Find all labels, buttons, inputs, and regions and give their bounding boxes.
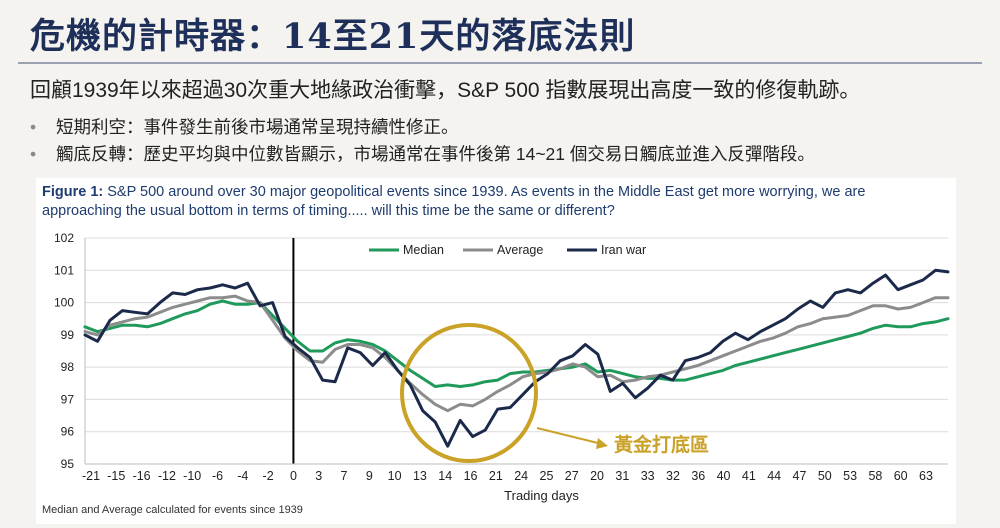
- x-tick-label: 25: [540, 469, 554, 483]
- x-tick-label: -12: [158, 469, 176, 483]
- chart-legend: Median Average Iran war: [369, 243, 646, 257]
- title-divider: [18, 62, 982, 64]
- figure-footnote: Median and Average calculated for events…: [42, 504, 303, 516]
- series-line-iran-war: [83, 268, 950, 448]
- slide-title: 危機的計時器：14至21天的落底法則: [30, 16, 636, 57]
- bullet-list: • 短期利空：事件發生前後市場通常呈現持續性修正。 • 觸底反轉：歷史平均與中位數皆…: [30, 114, 815, 168]
- bullet-dot-icon: •: [30, 144, 37, 164]
- x-tick-label: 7: [341, 469, 348, 483]
- y-tick-label: 98: [61, 360, 75, 374]
- x-tick-label: 9: [366, 469, 373, 483]
- x-tick-label: -21: [82, 469, 100, 483]
- figure-caption-text: S&P 500 around over 30 major geopolitica…: [42, 184, 866, 219]
- x-tick-label: 14: [438, 469, 452, 483]
- y-tick-label: 101: [54, 263, 74, 277]
- x-tick-label: 32: [666, 469, 680, 483]
- legend-label: Median: [403, 243, 444, 257]
- bullet-item: • 觸底反轉：歷史平均與中位數皆顯示，市場通常在事件後第 14~21 個交易日觸底…: [30, 141, 815, 168]
- bullet-dot-icon: •: [30, 117, 37, 137]
- y-tick-label: 100: [54, 296, 74, 310]
- figure-panel: Figure 1: S&P 500 around over 30 major g…: [36, 178, 956, 524]
- bottom-annotation: 黃金打底區: [400, 323, 709, 463]
- arrow-head-icon: [596, 438, 608, 449]
- series-line-average: [83, 294, 950, 413]
- x-tick-label: 13: [413, 469, 427, 483]
- x-tick-label: 3: [315, 469, 322, 483]
- x-tick-label: -10: [183, 469, 201, 483]
- x-tick-label: 63: [919, 469, 933, 483]
- x-tick-label: -16: [133, 469, 151, 483]
- series-line-median: [83, 299, 950, 388]
- x-axis: -21 -15 -16 -12 -10 -6 -4 -2 0 3 7 9 10 13 14 16 21 24 25 2…: [82, 463, 948, 503]
- x-tick-label: 44: [767, 469, 781, 483]
- y-axis: 95 96 97 98 99 100 101 102: [54, 231, 86, 471]
- bullet-text: 短期利空：事件發生前後市場通常呈現持續性修正。: [56, 117, 459, 137]
- bullet-item: • 短期利空：事件發生前後市場通常呈現持續性修正。: [30, 114, 815, 141]
- x-tick-label: 53: [843, 469, 857, 483]
- series-lines: [83, 268, 950, 448]
- figure-caption: Figure 1: S&P 500 around over 30 major g…: [42, 183, 947, 221]
- x-tick-label: 40: [717, 469, 731, 483]
- figure-caption-label: Figure 1:: [42, 184, 104, 200]
- legend-label: Iran war: [601, 243, 646, 257]
- chart-grid: [85, 237, 948, 465]
- x-tick-label: 24: [514, 469, 528, 483]
- lead-text: 回顧1939年以來超過30次重大地緣政治衝擊，S&P 500 指數展現出高度一致…: [30, 79, 861, 102]
- bullet-text: 觸底反轉：歷史平均與中位數皆顯示，市場通常在事件後第 14~21 個交易日觸底並…: [56, 144, 815, 164]
- legend-label: Average: [497, 243, 543, 257]
- x-tick-label: 41: [742, 469, 756, 483]
- x-tick-label: 50: [818, 469, 832, 483]
- x-tick-label: 36: [691, 469, 705, 483]
- annotation-label: 黃金打底區: [614, 433, 709, 456]
- x-tick-label: 58: [868, 469, 882, 483]
- x-tick-label: 16: [464, 469, 478, 483]
- x-tick-label: 31: [615, 469, 629, 483]
- x-tick-label: 60: [894, 469, 908, 483]
- y-tick-label: 96: [61, 425, 75, 439]
- y-tick-label: 95: [61, 457, 75, 471]
- x-tick-label: 33: [641, 469, 655, 483]
- x-axis-title: Trading days: [504, 488, 579, 503]
- gold-circle: [400, 323, 538, 463]
- x-tick-label: 20: [590, 469, 604, 483]
- x-tick-label: -6: [212, 469, 223, 483]
- x-tick-label: -4: [237, 469, 248, 483]
- x-tick-label: 21: [489, 469, 503, 483]
- x-tick-label: 47: [793, 469, 807, 483]
- y-tick-label: 102: [54, 231, 74, 245]
- x-tick-label: 0: [290, 469, 297, 483]
- x-tick-label: 27: [565, 469, 579, 483]
- annotation-arrow-line: [536, 427, 603, 445]
- x-tick-label: -15: [107, 469, 125, 483]
- y-tick-label: 99: [61, 328, 75, 342]
- x-tick-label: -2: [263, 469, 274, 483]
- y-tick-label: 97: [61, 392, 75, 406]
- x-tick-label: 10: [388, 469, 402, 483]
